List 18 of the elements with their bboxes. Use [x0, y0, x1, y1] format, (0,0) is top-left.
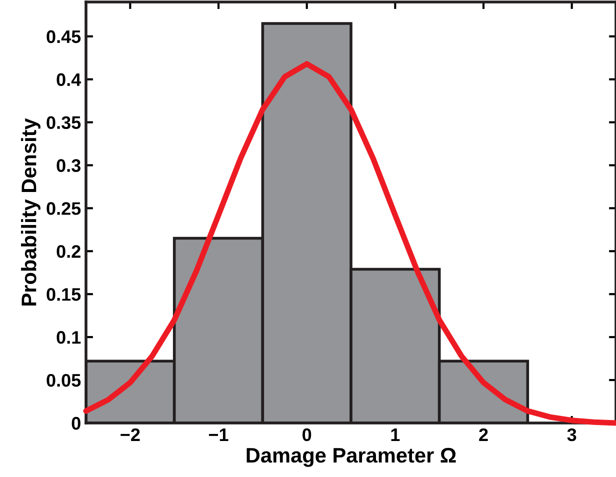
y-tick-label: 0.25 — [46, 202, 81, 215]
x-tick-label: 3 — [567, 428, 576, 442]
x-tick-label: −1 — [208, 428, 228, 441]
y-tick-label: 0.4 — [56, 73, 82, 86]
x-tick-label: 0 — [302, 428, 312, 442]
y-axis-title: Probability Density — [21, 118, 40, 306]
y-tick-label: 0.15 — [46, 288, 81, 301]
y-tick-label: 0.2 — [56, 245, 80, 258]
y-tick-label: 0.1 — [56, 331, 81, 344]
y-tick-label: 0.3 — [56, 159, 80, 172]
x-tick-label: 1 — [391, 428, 400, 441]
y-tick-label: 0 — [72, 416, 80, 430]
x-tick-label: −2 — [120, 428, 140, 441]
y-tick-label: 0.35 — [46, 116, 81, 130]
y-tick-label: 0.05 — [46, 374, 81, 387]
x-tick-label: 2 — [479, 428, 488, 441]
y-tick-label: 0.45 — [46, 30, 81, 44]
x-axis-title: Damage Parameter Ω — [246, 448, 456, 467]
